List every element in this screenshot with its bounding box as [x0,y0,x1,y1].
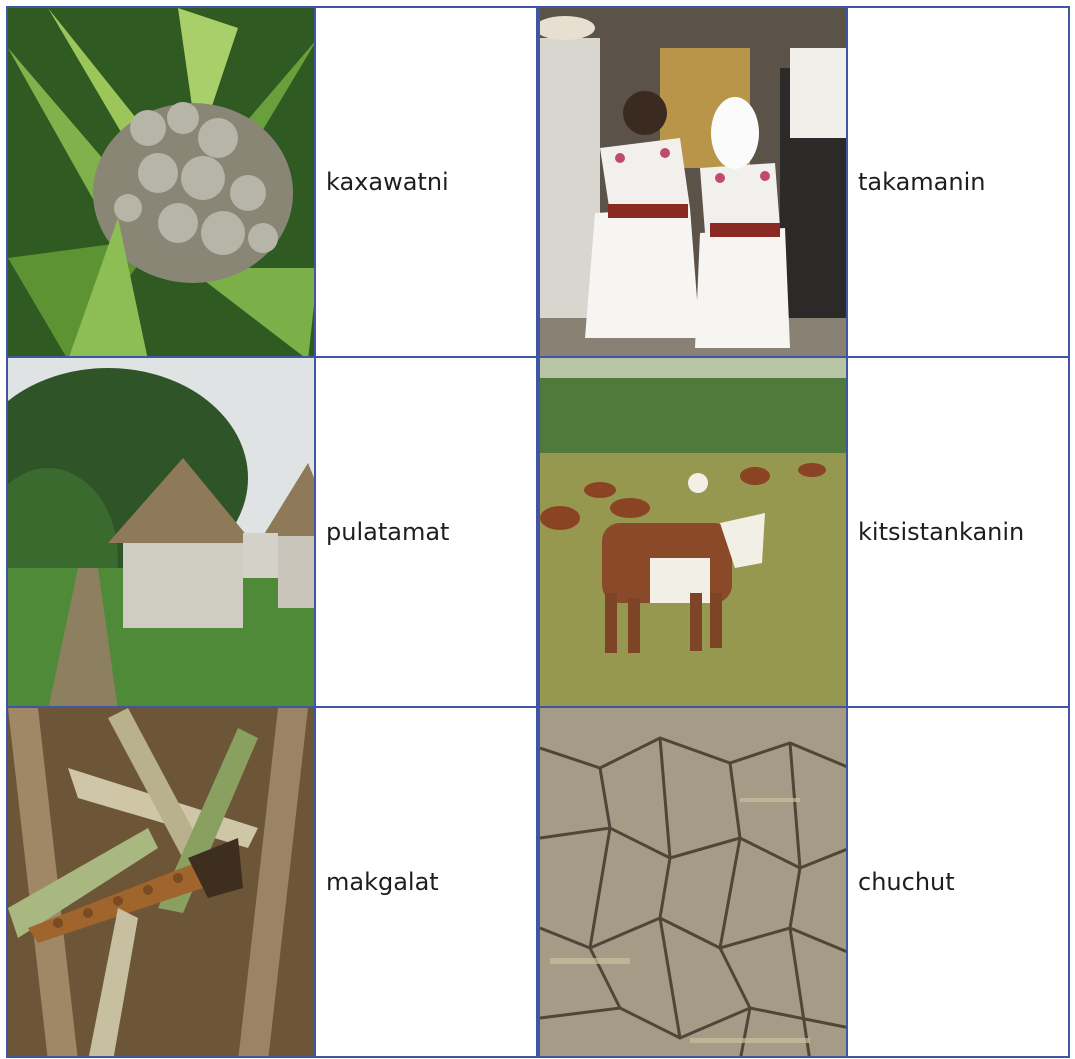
label: pulatamat [316,356,538,708]
photo-cattle [538,356,848,708]
photo-cracked-soil [538,706,848,1058]
label: makgalat [316,706,538,1058]
page: kaxawatni takamanin pulatamat kitsistank… [0,0,1075,1059]
label-text: kitsistankanin [858,518,1024,546]
label-text: pulatamat [326,518,449,546]
label: kaxawatni [316,6,538,358]
label: chuchut [848,706,1070,1058]
photo-people [538,6,848,358]
label-text: chuchut [858,868,955,896]
label: kitsistankanin [848,356,1070,708]
label-text: kaxawatni [326,168,449,196]
photo-dry-corn [6,706,316,1058]
label-text: takamanin [858,168,985,196]
photo-huts [6,356,316,708]
label: takamanin [848,6,1070,358]
photo-corn-smut [6,6,316,358]
label-text: makgalat [326,868,439,896]
